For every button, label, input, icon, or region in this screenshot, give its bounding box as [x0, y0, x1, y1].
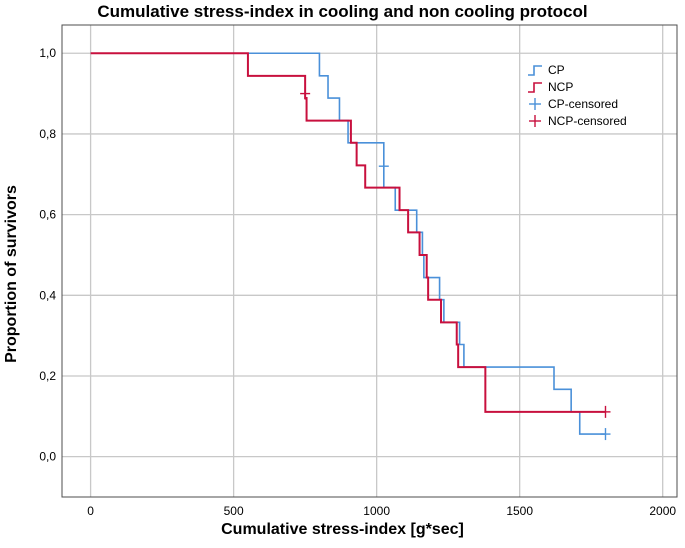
y-axis-label: Proportion of survivors: [3, 185, 20, 363]
legend-swatch-ncp: [528, 82, 542, 93]
y-tick-label: 0,2: [39, 369, 56, 383]
censored-marker-ncp: [300, 87, 311, 100]
legend-label: CP: [548, 63, 565, 77]
x-tick-label: 2000: [649, 504, 676, 518]
censored-marker-cp: [600, 428, 611, 441]
legend-swatch-cp: [528, 65, 542, 76]
plot-frame: [61, 24, 678, 498]
x-axis-label: Cumulative stress-index [g*sec]: [221, 521, 464, 538]
censored-marker-ncp: [600, 405, 611, 418]
y-tick-label: 0,0: [39, 450, 56, 464]
y-tick-label: 0,8: [39, 127, 56, 141]
chart-title: Cumulative stress-index in cooling and n…: [97, 2, 588, 21]
x-tick-label: 500: [224, 504, 244, 518]
y-tick-label: 0,6: [39, 208, 56, 222]
x-tick-label: 0: [87, 504, 94, 518]
legend-label: CP-censored: [548, 97, 618, 111]
y-tick-label: 1,0: [39, 46, 56, 60]
censored-marker-cp: [378, 160, 389, 173]
legend-label: NCP: [548, 80, 573, 94]
y-tick-label: 0,4: [39, 288, 56, 302]
legend-label: NCP-censored: [548, 114, 627, 128]
x-tick-label: 1000: [363, 504, 390, 518]
series-line-cp: [90, 52, 606, 435]
x-tick-label: 1500: [506, 504, 533, 518]
series-line-ncp: [90, 52, 606, 413]
